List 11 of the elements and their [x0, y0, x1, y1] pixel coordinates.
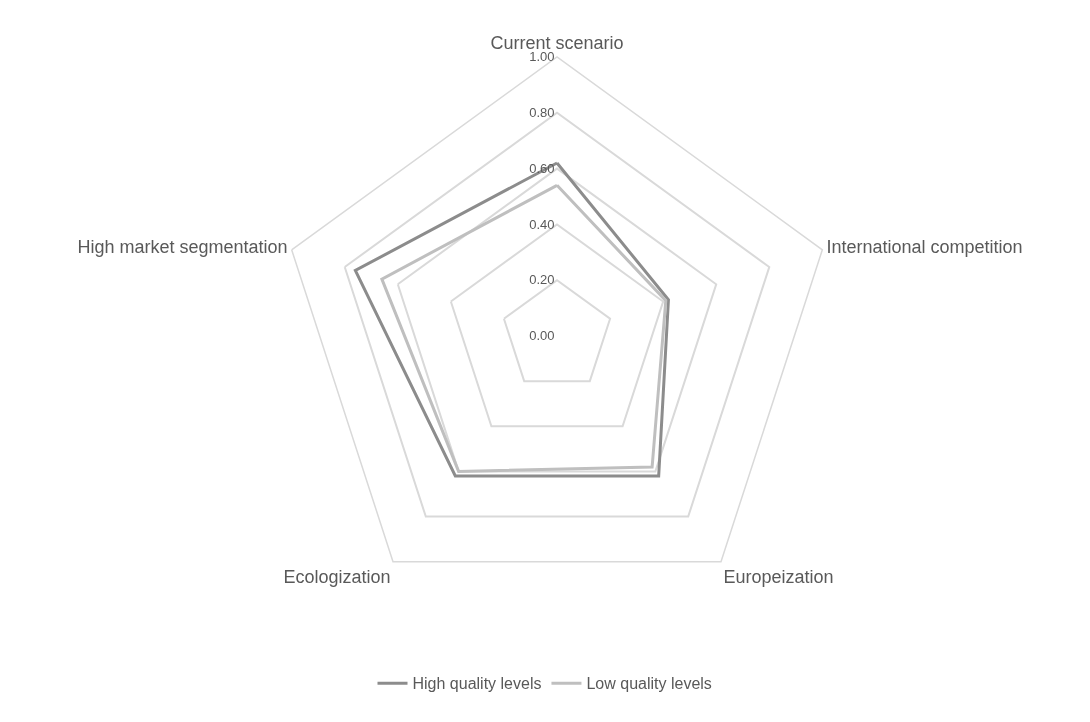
y-tick-label: 1.00 — [529, 49, 555, 65]
spoke-label: High market segmentation — [77, 237, 288, 258]
spoke-label: International competition — [826, 237, 1023, 258]
y-tick-label: 0.00 — [529, 328, 555, 344]
legend-label: Low quality levels — [586, 675, 712, 693]
spoke-label: Europeization — [723, 567, 834, 588]
legend-label: High quality levels — [412, 675, 542, 693]
spoke-label: Ecologization — [283, 567, 391, 588]
y-tick-label: 0.40 — [529, 216, 555, 232]
y-tick-label: 0.20 — [529, 272, 555, 288]
y-tick-label: 0.80 — [529, 105, 555, 121]
